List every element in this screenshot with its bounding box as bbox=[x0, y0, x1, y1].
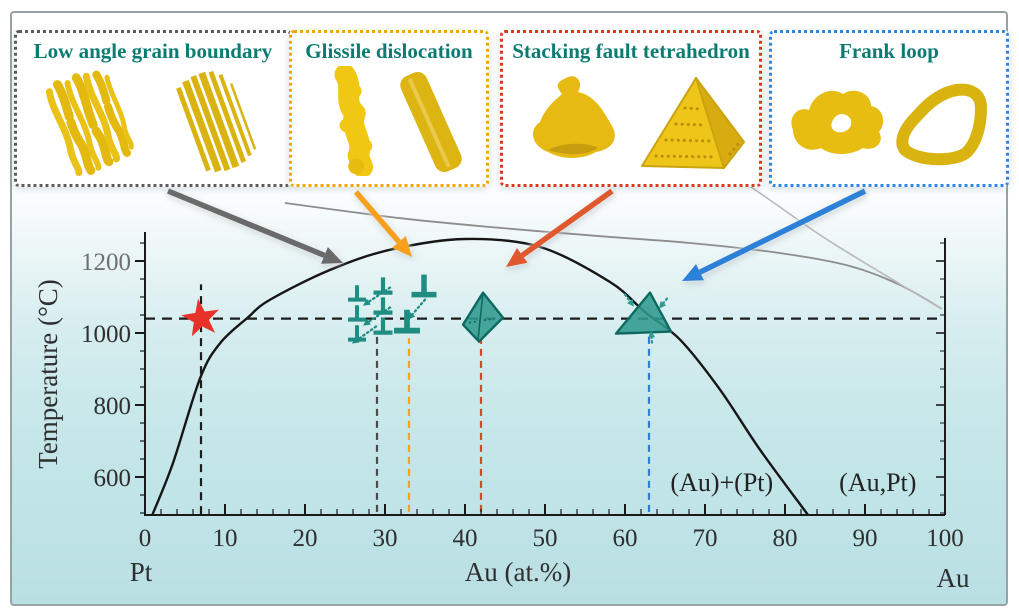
x-tick-label: 50 bbox=[533, 525, 558, 552]
y-tick-label: 1200 bbox=[81, 249, 131, 276]
x-axis-title: Au (at.%) bbox=[465, 557, 571, 587]
defect-marker-stacking-fault-tetrahedron bbox=[461, 291, 505, 343]
x-tick-label: 90 bbox=[853, 525, 878, 552]
glissile-tomogram-image bbox=[334, 66, 374, 176]
phase-label-0: (Au)+(Pt) bbox=[670, 468, 773, 497]
y-tick-label: 800 bbox=[94, 393, 132, 420]
y-axis-title: Temperature (°C) bbox=[33, 279, 63, 469]
defect-marker-frank-loop bbox=[614, 291, 673, 344]
legend-box-stacking-fault-tetrahedron: Stacking fault tetrahedron bbox=[500, 30, 762, 187]
stacking-fault-tetrahedron-images bbox=[533, 76, 745, 169]
legend-title: Low angle grain boundary bbox=[33, 39, 273, 63]
x-tick-label: 80 bbox=[773, 525, 798, 552]
x-tick-label: 100 bbox=[926, 525, 964, 552]
low-angle-grain-boundary-images bbox=[45, 70, 257, 176]
phase-label-1: (Au,Pt) bbox=[839, 468, 916, 497]
defect-marker-initial-state-star bbox=[181, 298, 219, 337]
legend-box-low-angle-grain-boundary: Low angle grain boundary bbox=[14, 30, 292, 187]
pt-end-label: Pt bbox=[130, 557, 153, 587]
sft-tomogram-image bbox=[533, 76, 615, 158]
x-tick-label: 60 bbox=[613, 525, 638, 552]
glissile-model-image bbox=[400, 72, 462, 172]
frank-loop-model-image bbox=[896, 83, 987, 166]
solidus-curve bbox=[284, 202, 943, 310]
x-tick-label: 10 bbox=[213, 525, 238, 552]
y-tick-label: 1000 bbox=[81, 321, 131, 348]
legend-box-glissile-dislocation: Glissile dislocation bbox=[289, 30, 489, 187]
x-tick-label: 20 bbox=[293, 525, 318, 552]
lagb-model-image bbox=[176, 70, 257, 173]
x-tick-label: 70 bbox=[693, 525, 718, 552]
lagb-tomogram-image bbox=[45, 70, 134, 176]
glissile-dislocation-images bbox=[334, 66, 462, 176]
legend-box-frank-loop: Frank loop bbox=[769, 30, 1009, 187]
au-end-label: Au bbox=[937, 563, 970, 593]
defect-marker-low-angle-grain-boundary bbox=[348, 277, 393, 344]
legend-arrow-1 bbox=[353, 190, 412, 257]
sft-model-image bbox=[641, 77, 745, 169]
miscibility-gap-boundary-curve bbox=[151, 237, 810, 516]
x-tick-label: 30 bbox=[373, 525, 398, 552]
x-tick-label: 0 bbox=[139, 525, 152, 552]
frank-loop-tomogram-image bbox=[791, 90, 884, 154]
legend-title: Frank loop bbox=[839, 39, 939, 63]
frank-loop-images bbox=[791, 83, 987, 166]
defect-marker-glissile-dislocation bbox=[394, 274, 437, 334]
y-tick-label: 600 bbox=[94, 465, 132, 492]
x-tick-label: 40 bbox=[453, 525, 478, 552]
legend-arrow-2 bbox=[506, 188, 614, 267]
legend-title: Glissile dislocation bbox=[305, 39, 473, 63]
legend-arrow-3 bbox=[682, 188, 867, 281]
legend-arrow-0 bbox=[166, 188, 343, 264]
legend-title: Stacking fault tetrahedron bbox=[512, 39, 750, 63]
